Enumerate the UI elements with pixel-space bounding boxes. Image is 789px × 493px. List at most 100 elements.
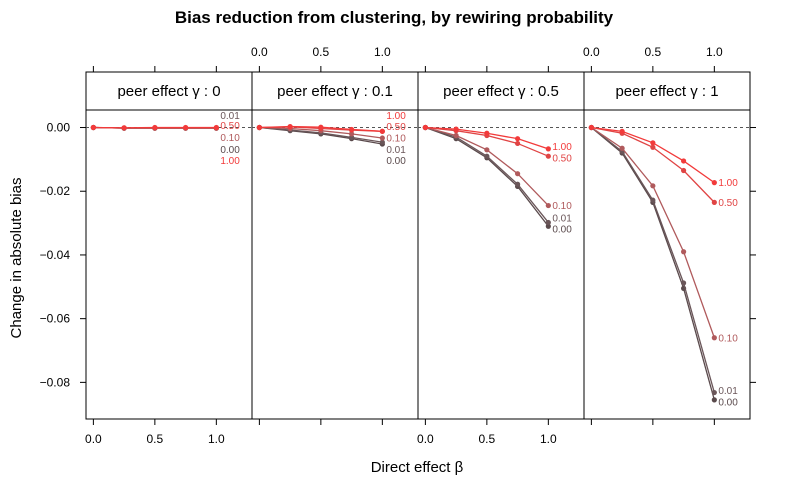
x-tick-label: 0.5 <box>645 45 662 59</box>
series-0-10 <box>588 124 717 341</box>
panel-strip-label: peer effect γ : 0.5 <box>443 83 559 100</box>
series-line <box>591 126 715 338</box>
data-point <box>545 202 551 209</box>
data-point <box>619 128 625 134</box>
y-tick-label: 0.00 <box>47 121 71 135</box>
y-tick-label: −0.04 <box>40 248 71 262</box>
series-end-label: 0.50 <box>220 121 240 132</box>
data-point <box>484 147 490 153</box>
panel-3: peer effect γ : 1 0.0 0.5 1.0 1.00 0.50 0.10 0.… <box>583 45 751 425</box>
data-point <box>121 125 127 131</box>
y-axis-title: Change in absolute bias <box>8 178 25 339</box>
data-point <box>90 124 96 131</box>
panels-layer: 0.00 −0.02 −0.04 −0.06 −0.08 peer effect γ : … <box>40 45 756 446</box>
series-end-label: 0.00 <box>718 397 738 408</box>
x-axis-title: Direct effect β <box>371 459 464 476</box>
data-point <box>650 144 656 150</box>
data-point <box>183 124 189 131</box>
data-point <box>711 389 717 396</box>
series-end-label: 1.00 <box>220 156 240 167</box>
data-point <box>681 158 687 164</box>
data-point <box>256 124 262 131</box>
panel-strip-label: peer effect γ : 1 <box>615 83 718 100</box>
series-end-label: 0.01 <box>386 145 406 156</box>
series-1-00 <box>90 124 219 131</box>
y-tick-label: −0.06 <box>40 312 71 326</box>
data-point <box>588 124 594 131</box>
series-end-label: 0.10 <box>386 134 406 145</box>
data-point <box>619 145 625 151</box>
panel-2: peer effect γ : 0.5 0.0 0.5 1.0 1.000.50 0.10… <box>417 66 585 446</box>
data-point <box>545 219 551 226</box>
series-end-label: 1.00 <box>386 111 406 122</box>
series-0-01 <box>588 124 717 396</box>
data-point <box>453 126 459 132</box>
series-line <box>590 127 715 401</box>
panel-strip-label: peer effect γ : 0.1 <box>277 83 393 100</box>
x-tick-label: 0.5 <box>313 45 330 59</box>
series-end-label: 0.00 <box>552 225 572 236</box>
data-point <box>711 397 717 403</box>
x-tick-label: 0.0 <box>417 432 434 446</box>
data-point <box>711 199 717 205</box>
data-point <box>681 280 687 286</box>
series-0-10 <box>422 124 551 209</box>
data-point <box>349 126 355 133</box>
series-0-00 <box>422 124 551 229</box>
data-point <box>379 139 385 145</box>
data-point <box>545 153 551 159</box>
series-0-50 <box>588 124 717 205</box>
chart-title: Bias reduction from clustering, by rewir… <box>175 8 614 27</box>
data-point <box>287 123 293 130</box>
data-point <box>422 124 428 131</box>
data-point <box>152 124 158 131</box>
data-point <box>484 153 490 159</box>
series-end-label: 0.10 <box>552 201 572 212</box>
x-tick-label: 0.0 <box>583 45 600 59</box>
data-point <box>650 183 656 189</box>
series-line <box>590 127 715 393</box>
data-point <box>379 128 385 134</box>
series-end-label: 0.00 <box>386 156 406 167</box>
data-point <box>515 140 521 147</box>
series-end-label: 0.50 <box>552 153 572 164</box>
x-tick-label: 1.0 <box>374 45 391 59</box>
data-point <box>318 124 324 130</box>
series-1-00 <box>422 124 551 152</box>
series-end-label: 0.00 <box>220 145 240 156</box>
series-0-01 <box>422 124 551 226</box>
series-1-00 <box>588 124 717 186</box>
x-tick-label: 0.5 <box>479 432 496 446</box>
x-tick-label: 0.0 <box>251 45 268 59</box>
data-point <box>379 135 385 141</box>
data-point <box>453 132 459 139</box>
data-point <box>484 130 490 136</box>
y-tick-label: −0.02 <box>40 184 71 198</box>
series-line <box>591 126 715 203</box>
panel-1: peer effect γ : 0.1 0.0 0.5 1.0 1.000.500.10… <box>251 45 419 425</box>
data-point <box>681 249 687 255</box>
series-line <box>425 126 549 207</box>
x-tick-label: 0.0 <box>85 432 102 446</box>
data-point <box>650 197 656 203</box>
x-tick-label: 1.0 <box>208 432 225 446</box>
series-end-label: 1.00 <box>718 178 738 189</box>
series-line <box>591 126 715 184</box>
series-end-label: 0.01 <box>220 111 240 122</box>
series-end-label: 0.10 <box>718 333 738 344</box>
data-point <box>681 167 687 174</box>
panel-strip-label: peer effect γ : 0 <box>117 83 220 100</box>
data-point <box>349 131 355 137</box>
series-line <box>425 126 549 223</box>
series-1-00 <box>256 123 385 134</box>
panel-plot-frame <box>583 109 751 420</box>
series-end-label: 0.01 <box>718 386 738 397</box>
data-point <box>515 136 521 142</box>
data-point <box>213 124 219 131</box>
series-end-label: 0.50 <box>718 198 738 209</box>
x-tick-label: 0.5 <box>147 432 164 446</box>
data-point <box>711 335 717 341</box>
series-end-label: 0.01 <box>552 213 572 224</box>
